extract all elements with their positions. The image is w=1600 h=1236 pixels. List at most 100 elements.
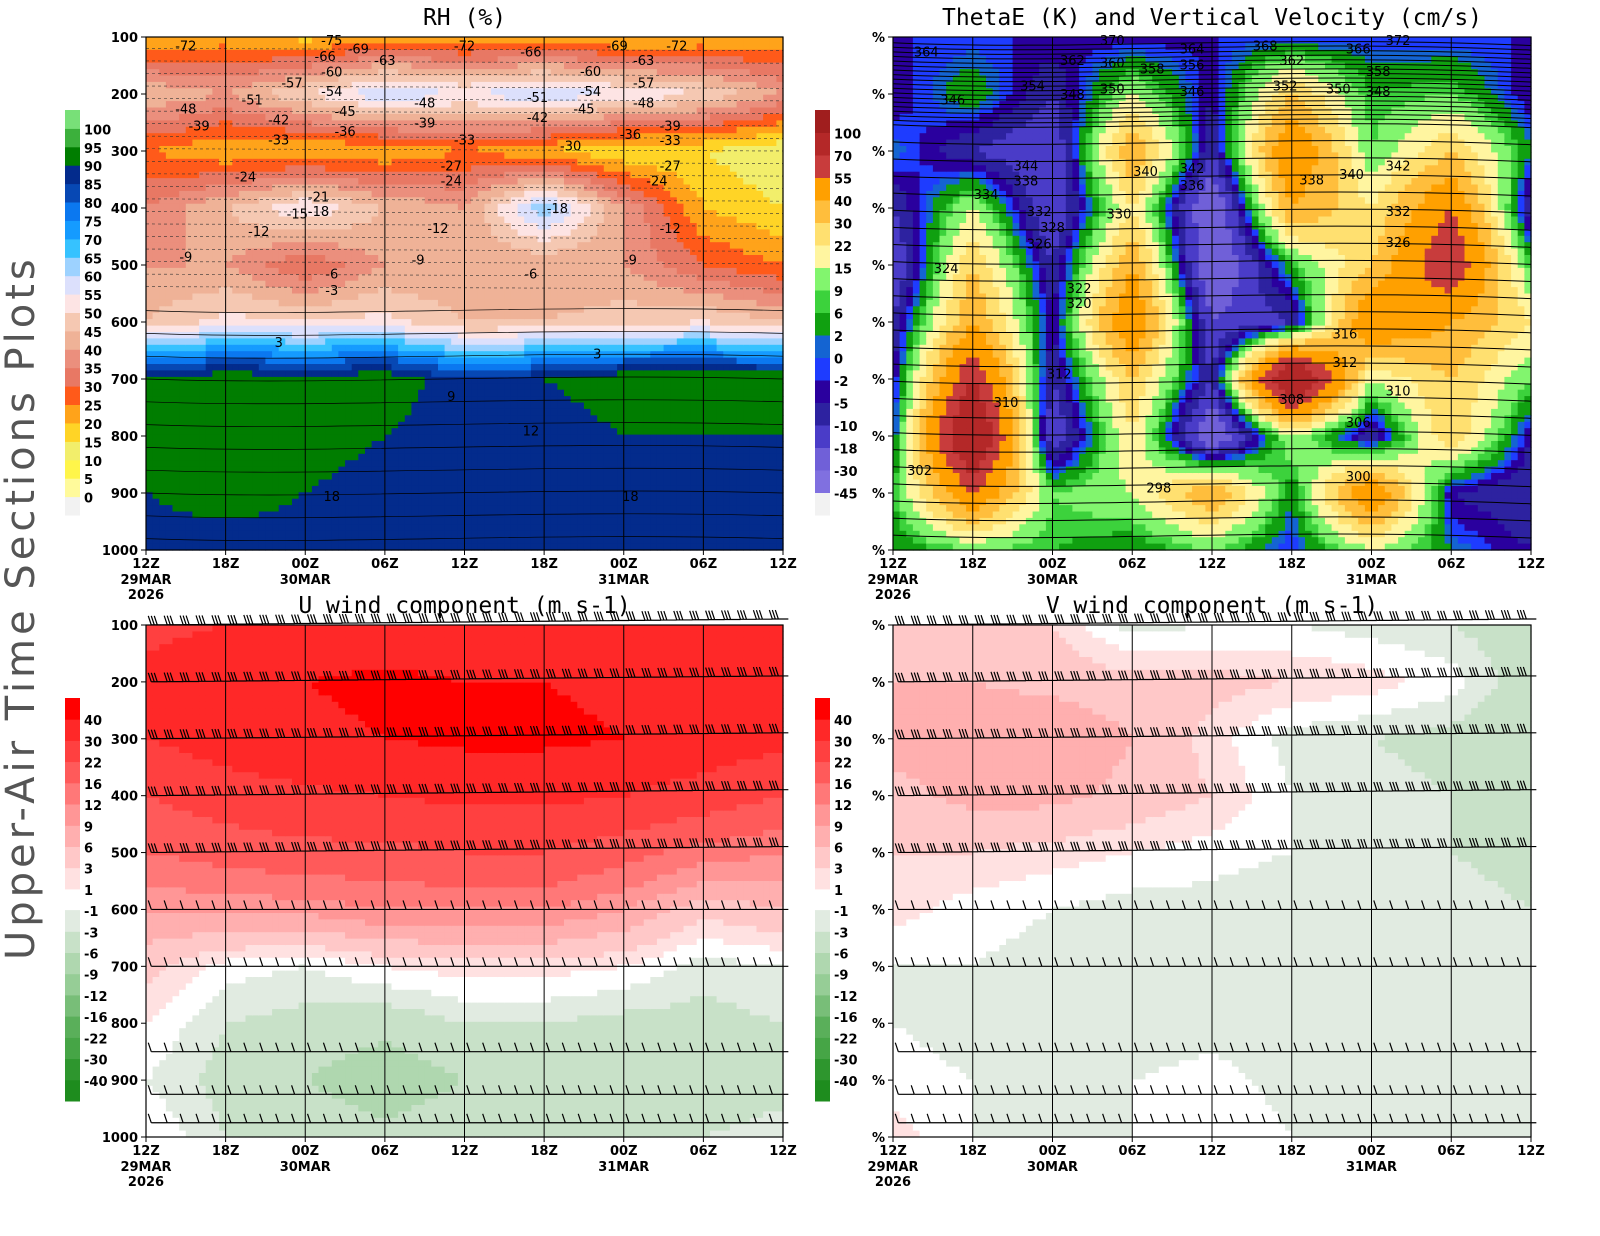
field-cell bbox=[484, 229, 492, 237]
field-cell bbox=[411, 248, 419, 256]
field-cell bbox=[345, 56, 353, 64]
field-cell bbox=[530, 56, 539, 64]
field-cell bbox=[232, 255, 240, 262]
field-cell bbox=[365, 396, 373, 404]
field-cell bbox=[451, 210, 459, 218]
field-cell bbox=[358, 216, 366, 224]
field-cell bbox=[358, 133, 366, 141]
field-cell bbox=[165, 120, 174, 128]
field-cell bbox=[431, 485, 439, 493]
field-cell bbox=[497, 524, 505, 532]
field-cell bbox=[471, 287, 479, 295]
field-cell bbox=[278, 210, 286, 218]
field-cell bbox=[365, 332, 373, 339]
field-cell bbox=[517, 171, 525, 179]
field-cell bbox=[497, 389, 505, 397]
field-cell bbox=[391, 434, 399, 442]
field-cell bbox=[219, 152, 227, 160]
field-cell bbox=[298, 107, 306, 115]
field-cell bbox=[152, 274, 160, 282]
field-cell bbox=[199, 473, 207, 480]
field-cell bbox=[530, 441, 539, 448]
field-cell bbox=[384, 223, 393, 230]
field-cell bbox=[179, 203, 187, 211]
field-cell bbox=[152, 530, 160, 538]
field-cell bbox=[146, 511, 154, 519]
field-cell bbox=[285, 133, 293, 141]
field-cell bbox=[504, 408, 512, 416]
field-cell bbox=[497, 351, 505, 359]
field-cell bbox=[311, 325, 320, 333]
field-cell bbox=[391, 543, 399, 551]
field-cell bbox=[285, 511, 293, 519]
field-cell bbox=[192, 492, 200, 500]
field-cell bbox=[510, 530, 519, 538]
field-cell bbox=[298, 428, 306, 436]
field-cell bbox=[212, 287, 220, 295]
field-cell bbox=[398, 203, 406, 211]
field-cell bbox=[464, 511, 472, 519]
field-cell bbox=[179, 81, 187, 89]
field-cell bbox=[192, 88, 200, 96]
field-cell bbox=[179, 524, 187, 532]
field-cell bbox=[292, 190, 300, 198]
field-cell bbox=[457, 94, 466, 102]
field-cell bbox=[159, 543, 167, 551]
field-cell bbox=[411, 376, 419, 384]
field-cell bbox=[510, 248, 519, 256]
field-cell bbox=[431, 447, 439, 455]
field-cell bbox=[192, 274, 200, 282]
field-cell bbox=[524, 81, 532, 89]
field-cell bbox=[331, 248, 339, 256]
field-cell bbox=[550, 299, 558, 307]
field-cell bbox=[345, 389, 353, 397]
field-cell bbox=[205, 396, 213, 404]
field-cell bbox=[497, 133, 505, 141]
field-cell bbox=[331, 293, 339, 301]
field-cell bbox=[292, 126, 300, 134]
field-cell bbox=[212, 466, 220, 474]
field-cell bbox=[424, 248, 432, 256]
field-cell bbox=[232, 120, 240, 128]
field-cell bbox=[258, 325, 266, 333]
field-cell bbox=[245, 312, 253, 320]
field-cell bbox=[438, 492, 446, 500]
field-cell bbox=[172, 274, 180, 282]
field-cell bbox=[225, 408, 233, 416]
field-cell bbox=[464, 351, 472, 359]
field-cell bbox=[530, 229, 539, 237]
field-cell bbox=[431, 49, 439, 57]
field-cell bbox=[371, 197, 379, 205]
field-cell bbox=[172, 364, 180, 371]
field-cell bbox=[305, 107, 313, 115]
field-cell bbox=[451, 190, 459, 198]
field-cell bbox=[464, 126, 472, 134]
field-cell bbox=[378, 216, 386, 224]
field-cell bbox=[510, 126, 519, 134]
field-cell bbox=[444, 69, 452, 77]
field-cell bbox=[365, 101, 373, 109]
field-cell bbox=[245, 364, 253, 371]
field-cell bbox=[557, 43, 565, 51]
field-cell bbox=[199, 101, 207, 109]
field-cell bbox=[444, 56, 452, 64]
field-cell bbox=[338, 81, 346, 89]
field-cell bbox=[325, 107, 333, 115]
field-cell bbox=[391, 312, 399, 320]
field-cell bbox=[351, 229, 359, 237]
field-cell bbox=[371, 49, 379, 57]
field-cell bbox=[550, 88, 558, 96]
field-cell bbox=[192, 242, 200, 250]
field-cell bbox=[285, 152, 293, 160]
field-cell bbox=[504, 120, 512, 128]
field-cell bbox=[219, 299, 227, 307]
field-cell bbox=[278, 171, 286, 179]
field-cell bbox=[491, 415, 499, 423]
field-cell bbox=[438, 261, 446, 269]
field-cell bbox=[338, 364, 346, 371]
field-cell bbox=[477, 460, 485, 468]
field-cell bbox=[292, 428, 300, 436]
field-cell bbox=[311, 537, 320, 545]
field-cell bbox=[146, 312, 154, 320]
field-cell bbox=[431, 139, 439, 147]
